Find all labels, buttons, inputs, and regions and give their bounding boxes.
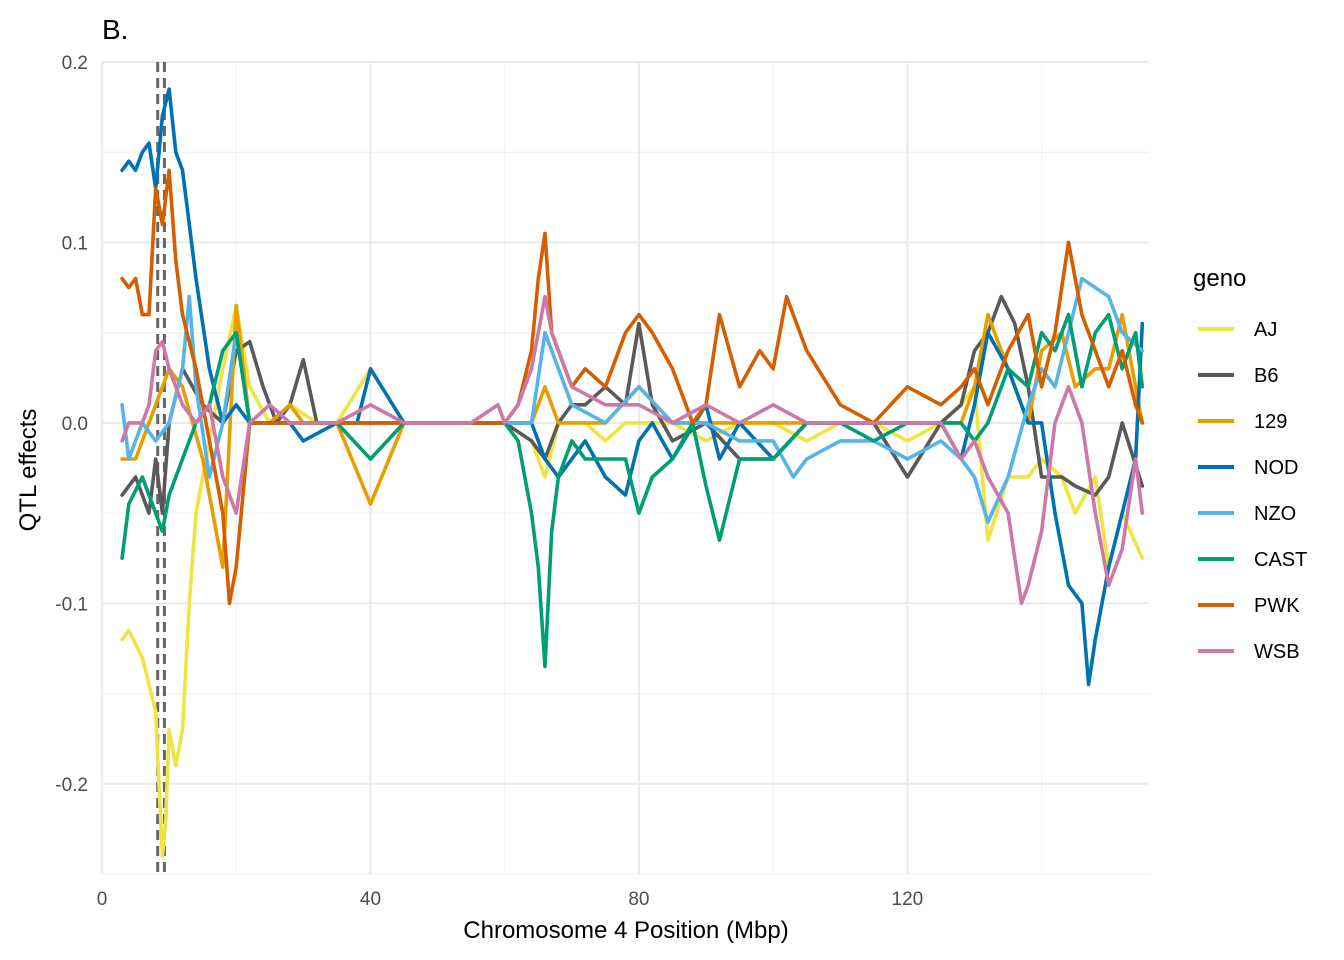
legend-label-pwk: PWK: [1254, 595, 1300, 617]
x-tick-label: 0: [97, 889, 108, 910]
legend-label-cast: CAST: [1254, 549, 1307, 571]
legend-items: AJ B6 129 NOD NZO CAST PWK WSB: [1198, 319, 1307, 663]
plot-area: [120, 87, 1145, 858]
y-tick-label: -0.1: [55, 594, 88, 615]
x-tick-label: 80: [628, 889, 649, 910]
x-tick-label: 40: [360, 889, 381, 910]
grid: [100, 60, 1149, 875]
y-tick-label: 0.2: [62, 53, 88, 74]
legend-title: geno: [1193, 265, 1246, 292]
legend-label-129: 129: [1254, 411, 1287, 433]
series-line-nod: [120, 87, 1145, 687]
series-line-nzo: [120, 276, 1145, 524]
legend-label-nzo: NZO: [1254, 503, 1296, 525]
y-axis-title: QTL effects: [15, 409, 42, 532]
x-tick-label: 120: [892, 889, 924, 910]
legend: geno AJ B6 129 NOD NZO CAST PWK WSB: [1193, 265, 1307, 663]
legend-label-nod: NOD: [1254, 457, 1298, 479]
x-axis-title: Chromosome 4 Position (Mbp): [463, 917, 788, 944]
series-line-pwk: [120, 168, 1145, 606]
series-line-aj: [120, 303, 1145, 858]
chart-title: B.: [102, 14, 128, 45]
y-axis-ticks: -0.2 -0.1 0.0 0.1 0.2: [55, 53, 88, 796]
series-line-cast: [120, 312, 1145, 669]
legend-label-wsb: WSB: [1254, 641, 1300, 663]
y-tick-label: -0.2: [55, 775, 88, 796]
y-tick-label: 0.1: [62, 233, 88, 254]
x-axis-ticks: 0 40 80 120: [97, 889, 924, 910]
y-tick-label: 0.0: [62, 414, 88, 435]
series-line-wsb: [120, 294, 1145, 606]
legend-label-b6: B6: [1254, 365, 1278, 387]
legend-label-aj: AJ: [1254, 319, 1277, 341]
